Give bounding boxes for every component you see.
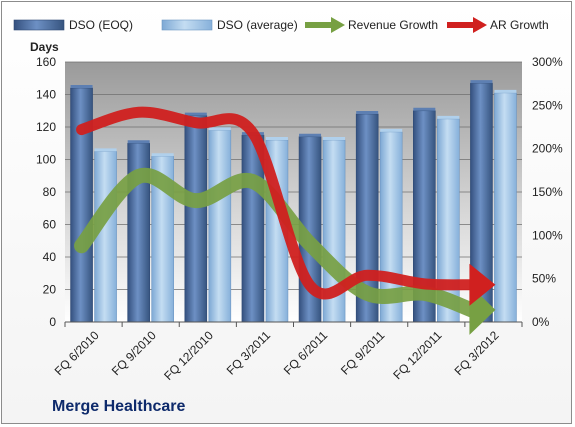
y2-tick-label: 200%	[532, 142, 563, 156]
y-tick-label: 20	[43, 283, 57, 297]
x-tick-label: FQ 9/2010	[109, 328, 159, 378]
bar-top	[299, 133, 322, 137]
y-tick-label: 120	[36, 120, 56, 134]
bar-top	[127, 140, 150, 144]
arrow-head	[469, 263, 496, 306]
bar	[94, 151, 117, 323]
y2-tick-label: 50%	[532, 272, 556, 286]
bar	[208, 129, 232, 323]
bar	[184, 115, 208, 323]
series-line	[76, 106, 477, 300]
bar-top	[494, 89, 517, 93]
x-tick-label: FQ 12/2010	[161, 328, 216, 383]
bar-top	[265, 137, 288, 140]
y2-tick-label: 250%	[532, 98, 563, 112]
bar-top	[380, 128, 403, 132]
bar	[494, 92, 517, 323]
legend-swatch-head	[473, 17, 487, 33]
y-tick-label: 140	[36, 88, 56, 102]
bar-top	[151, 153, 174, 157]
legend-label: Revenue Growth	[348, 18, 438, 32]
bar-top	[208, 127, 231, 131]
legend-swatch	[161, 19, 213, 31]
bar	[241, 134, 265, 323]
bar-top	[356, 111, 379, 114]
y-tick-label: 0	[49, 315, 56, 329]
y2-tick-label: 0%	[532, 315, 550, 329]
legend-label: DSO (EOQ)	[69, 18, 133, 32]
legend-swatch-head	[331, 17, 345, 33]
company-name: Merge Healthcare	[52, 398, 186, 415]
bar-top	[70, 85, 93, 88]
legend-label: DSO (average)	[217, 18, 298, 32]
y2-tick-label: 150%	[532, 185, 563, 199]
y-tick-label: 160	[36, 55, 56, 69]
x-tick-label: FQ 6/2011	[281, 328, 331, 378]
legend-swatch	[13, 19, 65, 31]
y-tick-label: 80	[43, 185, 57, 199]
y-tick-label: 60	[43, 218, 57, 232]
legend-label: AR Growth	[490, 18, 549, 32]
bar-top	[94, 148, 117, 152]
y2-tick-label: 300%	[532, 55, 563, 69]
bar-top	[437, 115, 460, 119]
bar-top	[184, 112, 207, 116]
bar-top	[323, 137, 346, 140]
x-tick-label: FQ 12/2011	[390, 328, 444, 382]
x-tick-label: FQ 3/2011	[224, 328, 274, 378]
y-tick-label: 40	[43, 250, 57, 264]
y2-tick-label: 100%	[532, 228, 563, 242]
bar-top	[470, 80, 493, 84]
x-tick-label: FQ 6/2010	[52, 328, 102, 378]
bar-top	[413, 107, 436, 111]
y-tick-label: 100	[36, 153, 56, 167]
x-tick-label: FQ 9/2011	[338, 328, 388, 378]
x-tick-label: FQ 3/2012	[452, 328, 502, 378]
y-axis-title: Days	[30, 40, 59, 54]
